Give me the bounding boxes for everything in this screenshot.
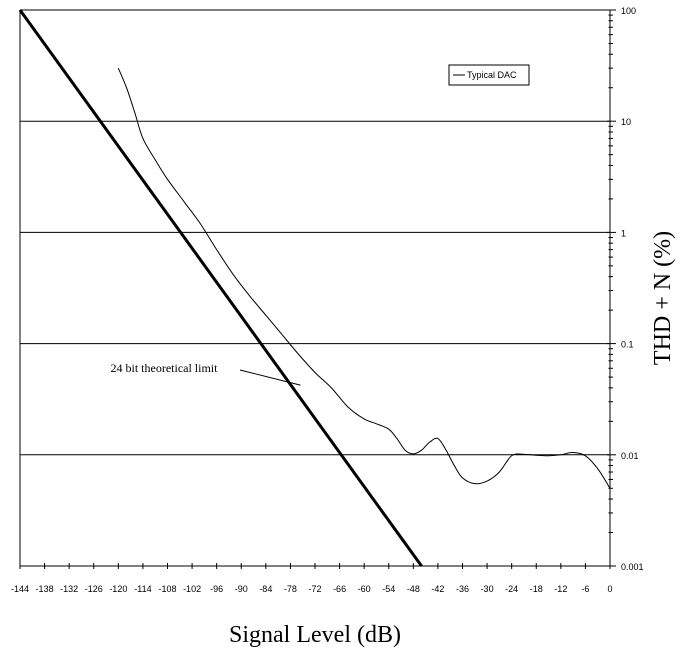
x-tick-label: -144 bbox=[11, 584, 29, 594]
x-tick-label: -30 bbox=[481, 584, 494, 594]
x-tick-label: -18 bbox=[530, 584, 543, 594]
x-tick-label: -72 bbox=[308, 584, 321, 594]
x-tick-label: -96 bbox=[210, 584, 223, 594]
x-tick-labels: -144 -138 -132 -126 -120 -114 -108 -102 -96 -90 -8… bbox=[11, 584, 613, 594]
legend-label: Typical DAC bbox=[467, 70, 517, 80]
x-tick-label: -114 bbox=[134, 584, 151, 594]
x-tick-label: -24 bbox=[505, 584, 518, 594]
annotation-pointer bbox=[239, 369, 301, 386]
y-axis-label: THD + N (%) bbox=[650, 231, 676, 365]
y-tick-label: 0.1 bbox=[621, 340, 634, 350]
annotations: 24 bit theoretical limit bbox=[111, 361, 301, 386]
x-tick-label: -84 bbox=[259, 584, 272, 594]
x-tick-label: -78 bbox=[284, 584, 297, 594]
y-tick-labels: 0.001 0.01 0.1 1 10 100 bbox=[621, 6, 644, 572]
x-tick-label: -90 bbox=[235, 584, 248, 594]
legend: Typical DAC bbox=[448, 64, 530, 86]
y-tick-label: 10 bbox=[621, 117, 631, 127]
x-tick-label: -48 bbox=[407, 584, 420, 594]
grid-lines bbox=[20, 9, 610, 567]
y-tick-label: 1 bbox=[621, 228, 626, 238]
x-tick-label: -54 bbox=[382, 584, 395, 594]
x-tick-label: -132 bbox=[60, 584, 78, 594]
y-tick-label: 0.001 bbox=[621, 562, 644, 572]
legend-box bbox=[448, 64, 530, 86]
x-tick-label: -66 bbox=[333, 584, 346, 594]
series-lines bbox=[18, 9, 611, 567]
annotation-label: 24 bit theoretical limit bbox=[111, 361, 219, 375]
x-tick-label: -126 bbox=[85, 584, 103, 594]
series-line-1 bbox=[18, 9, 423, 567]
x-tick-label: -60 bbox=[358, 584, 371, 594]
x-tick-label: -42 bbox=[431, 584, 444, 594]
x-tick-label: -12 bbox=[554, 584, 567, 594]
x-axis-label: Signal Level (dB) bbox=[229, 622, 401, 648]
series-line-0 bbox=[117, 67, 611, 489]
y-tick-label: 0.01 bbox=[621, 451, 639, 461]
x-tick-label: -120 bbox=[109, 584, 127, 594]
axes bbox=[19, 9, 616, 569]
x-tick-label: -102 bbox=[183, 584, 201, 594]
x-tick-label: 0 bbox=[607, 584, 612, 594]
y-tick-label: 100 bbox=[621, 6, 636, 16]
x-tick-label: -36 bbox=[456, 584, 469, 594]
x-tick-label: -6 bbox=[581, 584, 589, 594]
x-tick-label: -108 bbox=[158, 584, 176, 594]
x-tick-label: -138 bbox=[36, 584, 54, 594]
